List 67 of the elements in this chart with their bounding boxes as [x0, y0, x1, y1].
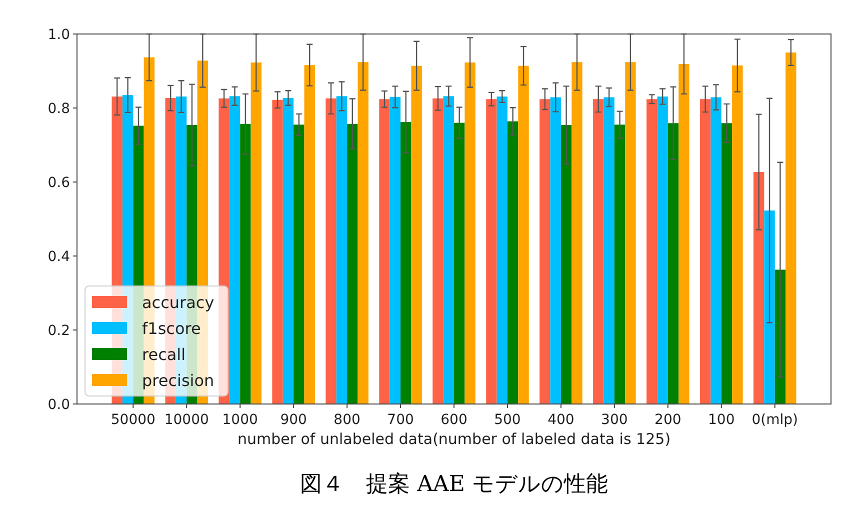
bar — [294, 124, 304, 404]
bar — [593, 99, 604, 404]
y-tick-label: 0.0 — [48, 397, 70, 413]
bar — [764, 210, 775, 404]
y-tick-label: 1.0 — [48, 27, 70, 43]
x-tick-label: 800 — [334, 412, 360, 428]
bar — [614, 124, 626, 404]
bar — [657, 96, 668, 404]
x-tick-label: 900 — [280, 412, 307, 428]
x-tick-label: 400 — [548, 412, 574, 428]
bar — [496, 96, 508, 404]
bar — [464, 62, 476, 404]
bar — [540, 99, 550, 404]
bar — [347, 124, 358, 404]
bar — [786, 52, 796, 404]
x-tick-label: 600 — [440, 412, 468, 428]
bar — [443, 96, 454, 404]
bar — [358, 62, 368, 404]
bar — [326, 98, 336, 404]
x-tick-label: 50000 — [110, 412, 156, 428]
bar — [732, 65, 743, 404]
bar — [454, 122, 465, 404]
bar — [272, 100, 283, 404]
bar — [668, 123, 679, 404]
bar — [604, 97, 614, 404]
bar — [700, 99, 711, 404]
x-tick-label: 200 — [654, 412, 682, 428]
bar — [400, 122, 412, 404]
bar — [560, 125, 572, 404]
x-tick-label: 10000 — [164, 412, 209, 428]
text: 図４ 提案 AAE モデルの性能 — [300, 472, 608, 497]
bar — [282, 98, 294, 404]
legend-label: accuracy — [142, 293, 214, 312]
bar — [518, 66, 529, 404]
bar — [753, 172, 764, 404]
bar — [240, 124, 251, 404]
y-tick-label: 0.2 — [48, 323, 70, 339]
bar — [304, 65, 315, 404]
x-tick-label: 700 — [387, 412, 414, 428]
y-tick-label: 0.4 — [48, 249, 70, 265]
x-tick-label: 1000 — [222, 412, 258, 428]
y-tick-label: 0.8 — [48, 101, 70, 117]
x-tick-label: 500 — [494, 412, 521, 428]
x-tick-label: 0(mlp) — [752, 412, 798, 428]
bar — [379, 99, 390, 404]
legend-label: f1score — [142, 319, 201, 338]
bar — [710, 97, 722, 404]
bar — [390, 96, 401, 404]
legend-label: precision — [142, 371, 214, 390]
bar — [625, 62, 636, 404]
x-tick-label: 100 — [708, 412, 735, 428]
bar — [721, 123, 732, 404]
bar — [646, 99, 658, 404]
bar — [336, 96, 348, 404]
bar — [507, 121, 518, 404]
bar — [229, 96, 240, 404]
bar — [432, 98, 444, 404]
x-axis-title: number of unlabeled data(number of labeled data is 125) — [237, 430, 671, 448]
bar — [411, 66, 422, 404]
bar — [572, 62, 582, 404]
bar — [250, 62, 262, 404]
bar — [486, 99, 497, 404]
bar — [550, 97, 561, 404]
legend-label: recall — [142, 345, 186, 364]
y-tick-label: 0.6 — [48, 175, 70, 191]
x-tick-label: 300 — [601, 412, 628, 428]
bar — [678, 64, 690, 404]
